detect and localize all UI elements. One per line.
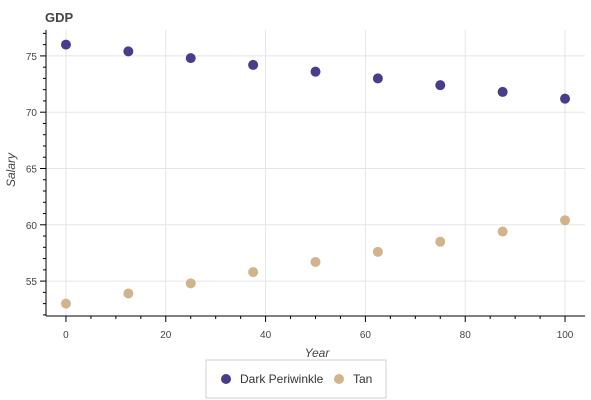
data-point-dark-periwinkle xyxy=(497,86,508,97)
legend-box xyxy=(205,359,387,399)
data-points xyxy=(60,39,571,309)
x-tick-label: 80 xyxy=(460,330,472,341)
data-point-tan xyxy=(185,278,196,289)
legend: Dark Periwinkle Tan xyxy=(205,359,387,399)
data-point-tan xyxy=(497,226,508,237)
legend-label: Dark Periwinkle xyxy=(240,372,324,386)
x-tick-label: 60 xyxy=(360,330,372,341)
data-point-dark-periwinkle xyxy=(185,53,196,64)
data-point-dark-periwinkle xyxy=(123,46,134,57)
data-point-dark-periwinkle xyxy=(310,66,321,77)
y-axis-title: Salary xyxy=(4,152,18,187)
data-point-tan xyxy=(560,215,571,226)
x-tick-label: 20 xyxy=(160,330,172,341)
data-point-tan xyxy=(60,298,71,309)
data-point-tan xyxy=(248,267,259,278)
x-tick-label: 40 xyxy=(260,330,272,341)
y-tick-label: 70 xyxy=(26,108,38,119)
x-tick-label: 100 xyxy=(557,330,574,341)
data-point-tan xyxy=(372,246,383,257)
y-tick-label: 75 xyxy=(26,52,38,63)
data-point-dark-periwinkle xyxy=(372,73,383,84)
y-tick-label: 65 xyxy=(26,164,38,175)
chart-title: GDP xyxy=(45,10,74,25)
legend-marker xyxy=(334,374,344,384)
data-point-dark-periwinkle xyxy=(60,39,71,50)
x-tick-label: 0 xyxy=(63,330,69,341)
data-point-tan xyxy=(310,256,321,267)
data-point-tan xyxy=(123,288,134,299)
x-axis-title: Year xyxy=(305,346,331,360)
y-tick-label: 60 xyxy=(26,221,38,232)
axes: 0 20 40 60 80 100 55 60 65 70 75 xyxy=(26,30,585,341)
grid xyxy=(46,30,585,316)
legend-label: Tan xyxy=(353,372,372,386)
data-point-dark-periwinkle xyxy=(560,93,571,104)
legend-marker xyxy=(221,374,231,384)
data-point-tan xyxy=(435,236,446,247)
data-point-dark-periwinkle xyxy=(248,59,259,70)
y-tick-label: 55 xyxy=(26,277,38,288)
data-point-dark-periwinkle xyxy=(435,80,446,91)
